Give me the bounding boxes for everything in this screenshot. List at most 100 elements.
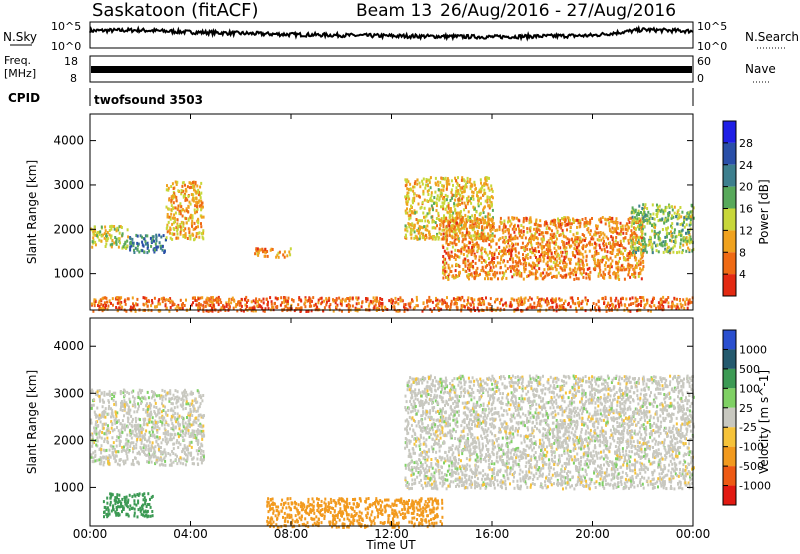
data-cell bbox=[198, 235, 201, 239]
data-cell bbox=[250, 309, 253, 313]
data-cell bbox=[183, 304, 186, 307]
data-cell bbox=[600, 273, 603, 277]
data-cell bbox=[561, 250, 564, 254]
data-cell bbox=[610, 235, 613, 239]
data-cell bbox=[628, 255, 631, 259]
data-cell bbox=[151, 426, 154, 430]
data-cell bbox=[95, 443, 98, 447]
data-cell bbox=[92, 403, 95, 407]
data-cell bbox=[134, 405, 137, 409]
data-cell bbox=[478, 188, 481, 192]
data-cell bbox=[583, 239, 586, 242]
data-cell bbox=[508, 244, 511, 248]
data-cell bbox=[506, 240, 509, 243]
data-cell bbox=[103, 232, 106, 236]
data-cell bbox=[412, 197, 415, 201]
data-cell bbox=[445, 187, 448, 191]
data-cell bbox=[170, 417, 173, 421]
data-cell bbox=[504, 301, 507, 305]
data-cell bbox=[559, 233, 562, 237]
data-cell bbox=[456, 307, 459, 311]
data-cell bbox=[502, 273, 505, 277]
data-cell bbox=[122, 459, 125, 463]
data-cell bbox=[456, 296, 459, 300]
data-cell bbox=[493, 275, 496, 279]
data-cell bbox=[522, 257, 525, 260]
data-cell bbox=[448, 256, 451, 260]
data-cell bbox=[497, 277, 499, 281]
data-cell bbox=[531, 236, 534, 240]
data-cell bbox=[522, 262, 525, 266]
data-cell bbox=[123, 423, 126, 427]
data-cell bbox=[166, 223, 169, 227]
data-cell bbox=[183, 392, 186, 396]
data-cell bbox=[145, 404, 148, 408]
data-cell bbox=[406, 207, 408, 211]
data-cell bbox=[222, 304, 225, 308]
data-cell bbox=[428, 178, 431, 182]
data-cell bbox=[194, 227, 197, 231]
data-cell bbox=[93, 298, 96, 302]
data-cell bbox=[601, 260, 603, 264]
data-cell bbox=[117, 299, 120, 303]
data-cell bbox=[142, 417, 145, 421]
data-cell bbox=[194, 397, 197, 401]
data-cell bbox=[177, 207, 180, 211]
data-cell bbox=[161, 416, 164, 420]
data-cell bbox=[612, 236, 614, 240]
data-cell bbox=[148, 452, 151, 456]
data-cell bbox=[649, 214, 652, 218]
data-cell bbox=[437, 214, 440, 218]
data-cell bbox=[152, 422, 155, 426]
data-cell bbox=[454, 275, 457, 279]
data-cell bbox=[415, 304, 418, 308]
data-cell bbox=[464, 257, 467, 261]
data-cell bbox=[115, 444, 118, 448]
data-cell bbox=[576, 251, 579, 255]
data-cell bbox=[119, 225, 122, 229]
data-cell bbox=[528, 296, 531, 300]
data-cell bbox=[453, 202, 456, 206]
data-cell bbox=[501, 249, 504, 253]
data-cell bbox=[167, 220, 170, 224]
data-cell bbox=[461, 216, 464, 220]
data-cell bbox=[480, 237, 483, 240]
data-cell bbox=[143, 443, 146, 447]
data-cell bbox=[564, 299, 567, 303]
data-cell bbox=[101, 233, 104, 237]
data-cell bbox=[124, 428, 126, 432]
data-cell bbox=[281, 301, 284, 305]
data-cell bbox=[128, 392, 131, 396]
data-cell bbox=[644, 213, 647, 217]
data-cell bbox=[541, 251, 544, 255]
data-cell bbox=[679, 231, 682, 235]
data-cell bbox=[442, 265, 445, 269]
data-cell bbox=[675, 307, 678, 311]
data-cell bbox=[449, 220, 451, 224]
data-cell bbox=[395, 309, 398, 313]
data-cell bbox=[119, 458, 121, 462]
data-cell bbox=[127, 235, 130, 239]
data-cell bbox=[611, 243, 614, 247]
data-cell bbox=[110, 227, 113, 231]
data-cell bbox=[632, 251, 634, 254]
data-cell bbox=[196, 462, 199, 466]
data-cell bbox=[454, 243, 457, 247]
data-cell bbox=[133, 424, 136, 427]
data-cell bbox=[111, 393, 114, 396]
data-cell bbox=[196, 433, 199, 437]
data-cell bbox=[479, 218, 482, 222]
data-cell bbox=[443, 272, 446, 276]
data-cell bbox=[629, 253, 631, 257]
data-cell bbox=[137, 402, 140, 406]
data-cell bbox=[505, 304, 508, 308]
data-cell bbox=[163, 427, 166, 431]
data-cell bbox=[480, 251, 483, 255]
data-cell bbox=[164, 454, 167, 458]
data-cell bbox=[502, 249, 505, 253]
data-cell bbox=[465, 244, 468, 248]
data-cell bbox=[670, 216, 673, 220]
data-cell bbox=[147, 438, 150, 442]
data-cell bbox=[100, 391, 103, 395]
data-cell bbox=[630, 241, 633, 245]
